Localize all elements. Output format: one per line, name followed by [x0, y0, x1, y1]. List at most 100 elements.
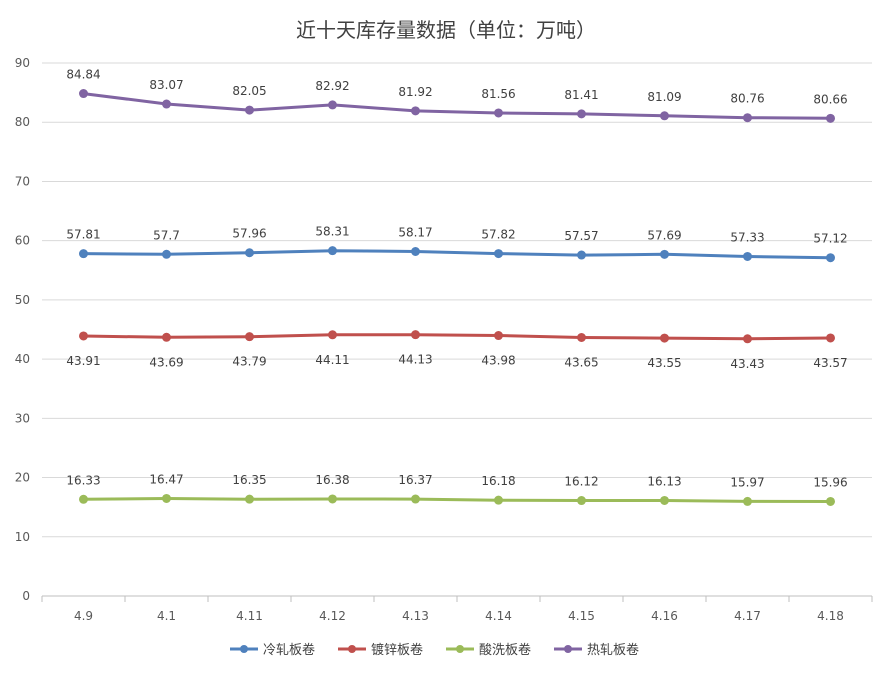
data-label: 81.56	[481, 87, 515, 101]
data-label: 16.47	[149, 472, 183, 486]
data-point	[660, 249, 669, 259]
data-point	[494, 249, 503, 259]
data-label: 16.13	[647, 474, 681, 488]
data-point	[577, 109, 586, 119]
x-tick-label: 4.15	[568, 609, 595, 623]
data-point	[660, 333, 669, 343]
data-point	[328, 100, 337, 110]
series-line	[82, 497, 832, 503]
data-labels: 57.81 57.7 57.96 58.31 58.17 57.82 57.57 57.69 5…	[66, 68, 847, 490]
x-tick-label: 4.12	[319, 609, 346, 623]
data-label: 57.7	[153, 228, 180, 242]
data-label: 81.92	[398, 85, 432, 99]
data-point	[743, 251, 752, 261]
data-label: 43.91	[66, 354, 100, 368]
data-label: 16.38	[315, 473, 349, 487]
data-point	[162, 493, 171, 503]
data-point	[826, 113, 835, 123]
x-tick-label: 4.13	[402, 609, 429, 623]
data-point	[79, 331, 88, 341]
data-label: 43.79	[232, 355, 266, 369]
y-tick-label: 30	[15, 411, 30, 425]
legend-label: 热轧板卷	[587, 642, 639, 658]
data-label: 57.12	[813, 232, 847, 246]
data-point	[743, 113, 752, 123]
data-label: 81.09	[647, 90, 681, 104]
data-label: 58.17	[398, 226, 432, 240]
data-point	[245, 248, 254, 258]
legend-swatch-marker	[240, 645, 248, 653]
y-tick-label: 50	[15, 293, 30, 307]
data-point	[162, 249, 171, 259]
data-label: 43.43	[730, 357, 764, 371]
data-label: 43.69	[149, 355, 183, 369]
data-point	[743, 496, 752, 506]
y-tick-label: 90	[15, 56, 30, 70]
x-tick-label: 4.11	[236, 609, 263, 623]
data-label: 43.98	[481, 354, 515, 368]
data-label: 15.96	[813, 475, 847, 489]
data-label: 84.84	[66, 68, 100, 82]
legend-label: 镀锌板卷	[371, 642, 423, 658]
data-label: 16.35	[232, 473, 266, 487]
data-label: 80.76	[730, 92, 764, 106]
legend-swatch-marker	[456, 645, 464, 653]
data-point	[577, 496, 586, 506]
data-point	[577, 332, 586, 342]
data-point	[494, 108, 503, 118]
data-label: 43.55	[647, 356, 681, 370]
data-label: 15.97	[730, 475, 764, 489]
data-point	[328, 330, 337, 340]
data-point	[494, 495, 503, 505]
data-label: 44.13	[398, 353, 432, 367]
data-label: 82.92	[315, 79, 349, 93]
x-tick-label: 4.1	[157, 609, 176, 623]
data-point	[245, 332, 254, 342]
data-label: 57.57	[564, 229, 598, 243]
data-label: 16.18	[481, 474, 515, 488]
data-label: 57.82	[481, 228, 515, 242]
y-tick-label: 80	[15, 115, 30, 129]
data-point	[411, 330, 420, 340]
y-tick-label: 40	[15, 352, 30, 366]
data-label: 83.07	[149, 78, 183, 92]
y-tick-label: 70	[15, 174, 30, 188]
y-tick-label: 60	[15, 234, 30, 248]
data-point	[577, 250, 586, 260]
legend-label: 冷轧板卷	[263, 642, 315, 658]
x-tick-label: 4.17	[734, 609, 761, 623]
data-label: 82.05	[232, 84, 266, 98]
data-point	[328, 246, 337, 256]
x-tick-label: 4.14	[485, 609, 512, 623]
x-tick-label: 4.18	[817, 609, 844, 623]
series-lines	[79, 89, 835, 506]
data-point	[826, 333, 835, 343]
legend-label: 酸洗板卷	[479, 642, 531, 658]
data-point	[328, 494, 337, 504]
data-label: 57.81	[66, 228, 100, 242]
data-point	[79, 89, 88, 99]
legend-swatch-marker	[564, 645, 572, 653]
data-point	[826, 253, 835, 263]
data-point	[826, 496, 835, 506]
data-label: 80.66	[813, 92, 847, 106]
data-label: 43.65	[564, 355, 598, 369]
x-tick-label: 4.9	[74, 609, 93, 623]
data-point	[245, 105, 254, 115]
axes: 0 10 20 30 40 50 60 70 80 90 4.9 4.1 4.11 4.12 4.13 4.1…	[15, 56, 873, 623]
data-label: 16.37	[398, 473, 432, 487]
data-point	[162, 332, 171, 342]
data-point	[79, 249, 88, 259]
data-point	[79, 494, 88, 504]
data-label: 57.96	[232, 227, 266, 241]
data-label: 16.12	[564, 475, 598, 489]
data-label: 44.11	[315, 353, 349, 367]
data-point	[411, 247, 420, 257]
data-label: 16.33	[66, 473, 100, 487]
gridlines	[42, 62, 872, 538]
data-point	[411, 494, 420, 504]
x-tick-label: 4.16	[651, 609, 678, 623]
data-point	[245, 494, 254, 504]
data-label: 58.31	[315, 225, 349, 239]
